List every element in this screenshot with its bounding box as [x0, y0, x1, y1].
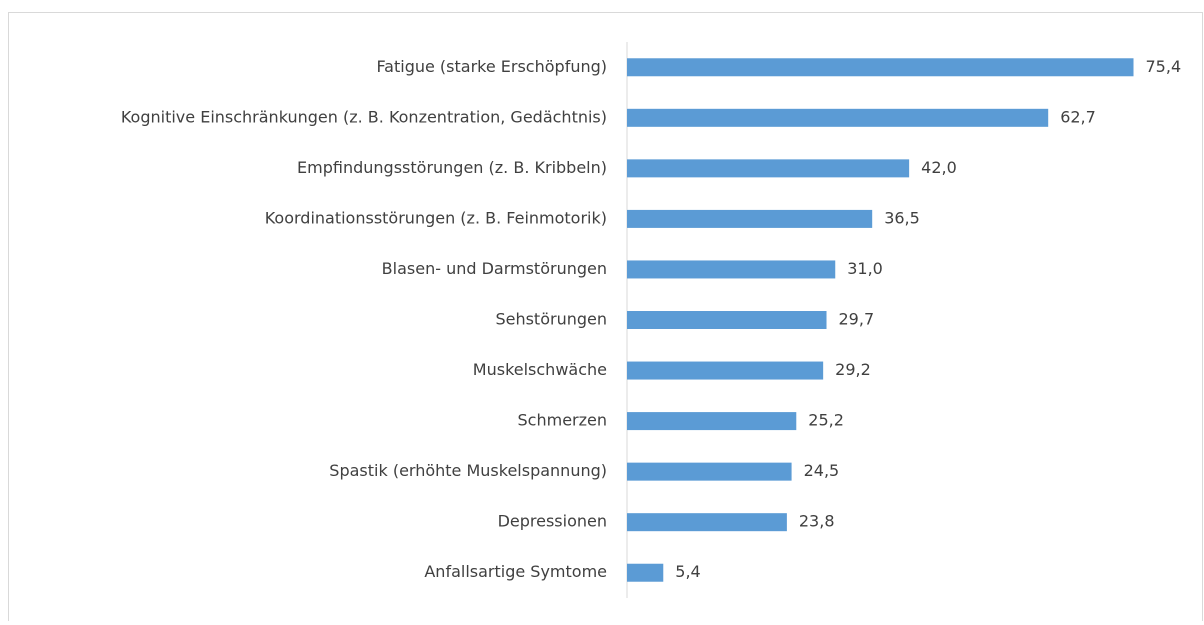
chart-border	[8, 12, 1203, 625]
y-tick-label: Spastik (erhöhte Muskelspannung)	[329, 461, 607, 480]
data-label: 29,2	[835, 360, 871, 379]
y-tick-label: Muskelschwäche	[473, 360, 607, 379]
data-label: 24,5	[804, 461, 840, 480]
y-tick-label: Depressionen	[498, 512, 607, 531]
bar	[627, 58, 1134, 77]
data-label: 75,4	[1146, 57, 1182, 76]
y-tick-label: Fatigue (starke Erschöpfung)	[376, 57, 607, 76]
data-label: 23,8	[799, 512, 835, 531]
data-label: 62,7	[1060, 107, 1096, 126]
bar	[627, 462, 792, 481]
y-tick-label: Koordinationsstörungen (z. B. Feinmotori…	[265, 208, 607, 227]
data-label: 42,0	[921, 158, 957, 177]
data-label: 36,5	[884, 208, 920, 227]
data-label: 25,2	[808, 411, 844, 430]
y-tick-label: Blasen- und Darmstörungen	[382, 259, 607, 278]
bar	[627, 513, 787, 532]
y-tick-label: Kognitive Einschränkungen (z. B. Konzent…	[121, 107, 607, 126]
bar	[627, 260, 836, 279]
y-tick-label: Schmerzen	[518, 411, 607, 430]
data-label: 31,0	[847, 259, 883, 278]
data-label: 5,4	[675, 562, 700, 581]
y-tick-label: Anfallsartige Symtome	[424, 562, 607, 581]
bar	[627, 108, 1049, 127]
bar	[627, 159, 910, 178]
y-tick-label: Empfindungsstörungen (z. B. Kribbeln)	[297, 158, 607, 177]
y-tick-label: Sehstörungen	[495, 310, 607, 329]
bar	[627, 563, 664, 582]
bar	[627, 361, 824, 380]
bar	[627, 209, 873, 228]
data-label: 29,7	[839, 310, 875, 329]
bar	[627, 311, 827, 329]
bar	[627, 412, 797, 431]
